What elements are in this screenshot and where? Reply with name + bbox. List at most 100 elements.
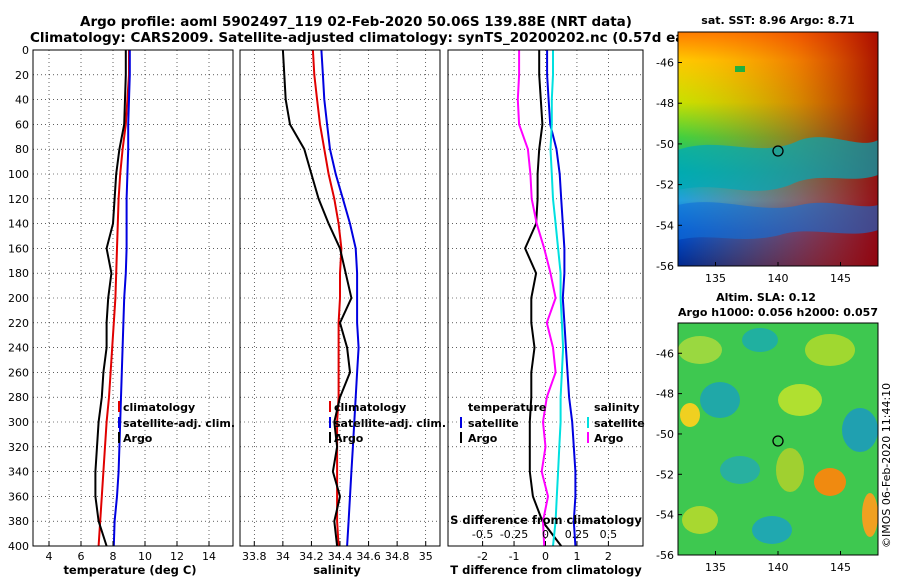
sla-blob	[678, 336, 722, 364]
map-lon-label: 145	[830, 272, 851, 285]
x-tick-label: 34.4	[328, 550, 353, 563]
difference-xlabel: T difference from climatology	[450, 563, 642, 577]
figure-title-line2: Climatology: CARS2009. Satellite-adjuste…	[30, 30, 722, 46]
x-tick-label: 35	[419, 550, 433, 563]
legend-s-satellite-label: satellite	[594, 417, 645, 430]
map-lat-label: -52	[656, 179, 674, 192]
legend-argo-label: Argo	[334, 432, 364, 445]
map-lat-label: -46	[656, 347, 674, 360]
sla-map	[677, 322, 879, 556]
series-line-temperature-argo	[524, 50, 562, 547]
series-line-salinity-satellite	[549, 50, 565, 547]
sla-blob	[805, 334, 855, 366]
depth-tick-label: 380	[8, 515, 29, 528]
depth-tick-label: 20	[15, 69, 29, 82]
temperature-legend: climatology satellite-adj. clim. Argo	[118, 401, 235, 445]
sla-blob	[778, 384, 822, 416]
sla-map-title-line1: Altim. SLA: 0.12	[716, 291, 816, 304]
map-lat-label: -46	[656, 57, 674, 70]
sst-map-axes: -46 -48 -50 -52 -54 -56 135 140 145	[656, 57, 851, 285]
depth-tick-label: 280	[8, 391, 29, 404]
series-line-satellite-adj-clim-	[112, 50, 131, 547]
x-tick-label: 6	[78, 550, 85, 563]
map-lat-label: -54	[656, 509, 674, 522]
sla-blob	[842, 408, 878, 452]
map-lat-label: -54	[656, 219, 674, 232]
x-tick-label: 14	[202, 550, 216, 563]
difference-panel: -2 -1 0 1 2 -0.5 -0.25 0 0.25 0.5	[447, 49, 644, 563]
x2-tick-label: -0.5	[472, 528, 493, 541]
series-line-satellite-adj-clim-	[320, 49, 360, 547]
sst-argo-location-marker	[772, 145, 784, 157]
depth-tick-label: 60	[15, 118, 29, 131]
x-tick-label: 8	[110, 550, 117, 563]
depth-tick-label: 320	[8, 441, 29, 454]
x-tick-label: 4	[46, 550, 53, 563]
map-lat-label: -48	[656, 388, 674, 401]
map-lat-label: -50	[656, 428, 674, 441]
map-lon-label: 145	[830, 561, 851, 574]
legend-temperature-heading: temperature	[468, 401, 546, 414]
series-line-argo	[94, 50, 127, 547]
sla-blob	[752, 516, 792, 544]
depth-tick-label: 140	[8, 218, 29, 231]
x-tick-label: 10	[138, 550, 152, 563]
map-lon-label: 135	[705, 561, 726, 574]
difference-x2label: S difference from climatology	[450, 513, 642, 527]
depth-axis: 0 20 40 60 80 100 120 140 160 180 200 220 240 260 280 3…	[8, 44, 29, 553]
depth-tick-label: 360	[8, 490, 29, 503]
sla-blob	[700, 382, 740, 418]
map-lon-label: 140	[768, 561, 789, 574]
legend-t-satellite-label: satellite	[468, 417, 519, 430]
legend-climatology-label: climatology	[123, 401, 195, 414]
depth-tick-label: 400	[8, 540, 29, 553]
sla-blob	[720, 456, 760, 484]
x-tick-label: 34.8	[385, 550, 410, 563]
salinity-legend: climatology satellite-adj. clim. Argo	[329, 401, 446, 445]
temperature-panel: 4 6 8 10 12 14	[32, 49, 234, 563]
legend-t-argo-label: Argo	[468, 432, 498, 445]
sla-blob	[682, 506, 718, 534]
x-tick-label: 34.2	[299, 550, 324, 563]
sla-blob	[742, 328, 778, 352]
x-tick-label: 1	[573, 550, 580, 563]
sst-map-title: sat. SST: 8.96 Argo: 8.71	[701, 14, 854, 27]
x-tick-label: -2	[477, 550, 488, 563]
legend-climatology-label: climatology	[334, 401, 406, 414]
sla-map-axes: -46 -48 -50 -52 -54 -56 135 140 145	[656, 347, 851, 574]
salinity-xlabel: salinity	[313, 563, 361, 577]
series-line-climatology	[97, 50, 130, 547]
sla-argo-location-marker	[772, 435, 784, 447]
depth-tick-label: 40	[15, 94, 29, 107]
x-tick-label: 34	[276, 550, 290, 563]
x-tick-label: 34.6	[356, 550, 381, 563]
map-lon-label: 140	[768, 272, 789, 285]
x2-tick-label: 0.25	[565, 528, 590, 541]
sst-patch	[735, 66, 745, 72]
x2-tick-label: -0.25	[500, 528, 528, 541]
legend-argo-label: Argo	[123, 432, 153, 445]
sst-map	[677, 31, 879, 267]
sla-blob	[862, 493, 878, 537]
x-tick-label: 12	[170, 550, 184, 563]
series-line-argo	[281, 49, 353, 547]
depth-tick-label: 180	[8, 267, 29, 280]
x2-tick-label: 0	[542, 528, 549, 541]
sla-map-title-line2: Argo h1000: 0.056 h2000: 0.057	[678, 306, 878, 319]
sla-blob	[680, 403, 700, 427]
x-tick-label: 2	[605, 550, 612, 563]
x-tick-label: -1	[509, 550, 520, 563]
sst-cold-band	[678, 202, 878, 240]
depth-tick-label: 220	[8, 317, 29, 330]
depth-tick-label: 160	[8, 242, 29, 255]
legend-satellite-adj-label: satellite-adj. clim.	[123, 417, 235, 430]
salinity-panel: 33.8 34 34.2 34.4 34.6 34.8 35	[239, 49, 441, 563]
depth-tick-label: 100	[8, 168, 29, 181]
legend-satellite-adj-label: satellite-adj. clim.	[334, 417, 446, 430]
temperature-xlabel: temperature (deg C)	[63, 563, 196, 577]
map-lat-label: -56	[656, 549, 674, 562]
legend-salinity-heading: salinity	[594, 401, 640, 414]
x-tick-label: 33.8	[242, 550, 267, 563]
depth-tick-label: 260	[8, 366, 29, 379]
depth-tick-label: 120	[8, 193, 29, 206]
